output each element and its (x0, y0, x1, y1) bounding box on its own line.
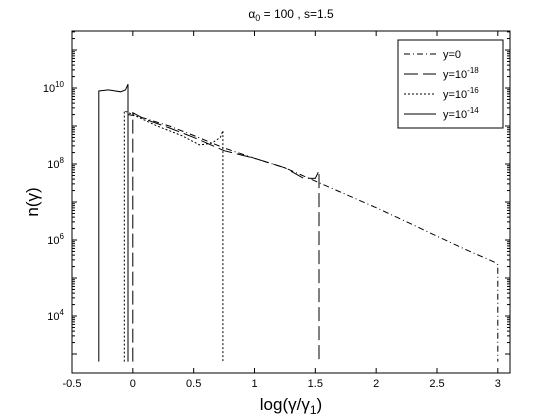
x-tick-label: 2.5 (429, 378, 444, 390)
x-tick-label: 1.5 (308, 378, 323, 390)
legend-label-1: y=10-18 (443, 66, 479, 81)
x-tick-label: 2 (373, 378, 379, 390)
y-tick-label: 106 (47, 232, 64, 247)
x-tick-label: 3 (495, 378, 501, 390)
y-axis-label: n(γ) (23, 187, 42, 216)
axis-ticks (71, 31, 510, 373)
x-axis-label: log(γ/γ1) (260, 395, 322, 417)
y-tick-label: 1010 (43, 80, 65, 95)
x-tick-label: -0.5 (63, 378, 82, 390)
legend-label-3: y=10-14 (443, 106, 479, 121)
legend-label-2: y=10-16 (443, 86, 479, 101)
series-line-1 (132, 111, 320, 362)
y-tick-label: 104 (47, 308, 64, 323)
x-tick-label: 0.5 (186, 378, 201, 390)
series-layer (98, 83, 499, 362)
x-tick-label: 0 (130, 378, 136, 390)
legend: y=0 y=10-18 y=10-16 y=10-14 (397, 39, 504, 129)
legend-label-0: y=0 (443, 49, 461, 61)
y-tick-label: 108 (47, 156, 64, 171)
series-line-3 (98, 83, 129, 362)
x-tick-label: 1 (251, 378, 257, 390)
chart-title: α0 = 100 , s=1.5 (248, 7, 334, 23)
legend-box (397, 39, 504, 129)
x-tick-labels: -0.5 0 0.5 1 1.5 2 2.5 3 (63, 378, 501, 390)
y-tick-labels: 104 106 108 1010 (43, 80, 65, 323)
